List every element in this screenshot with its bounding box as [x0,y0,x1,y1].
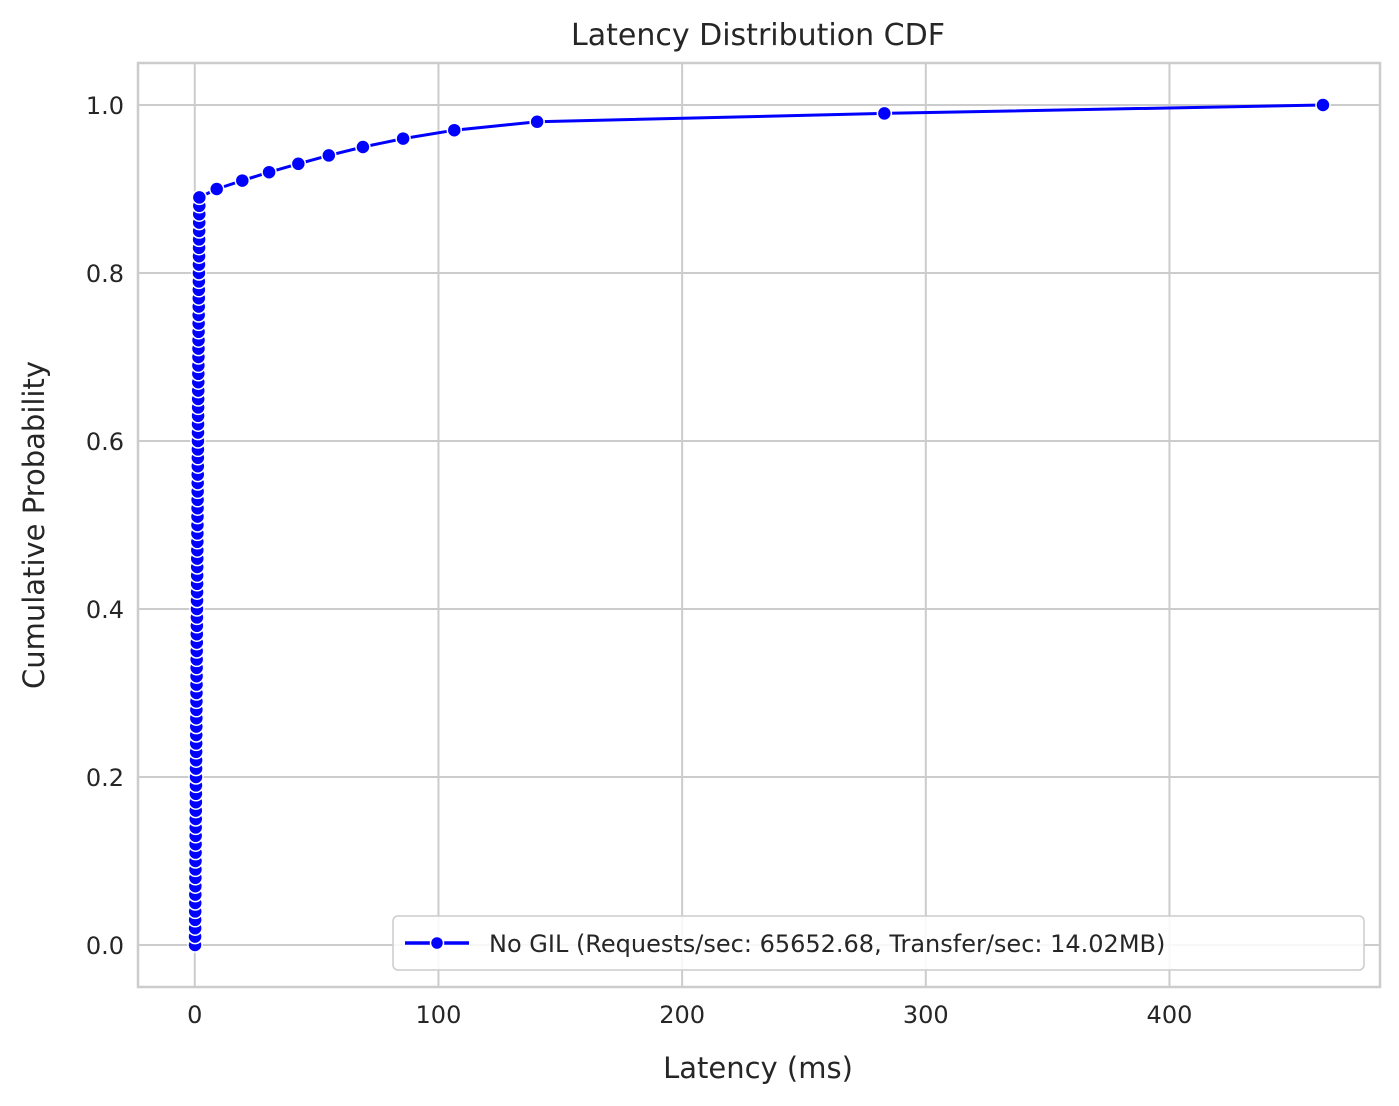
x-tick-label: 400 [1147,1001,1193,1029]
data-point [1315,97,1331,113]
data-point [290,156,307,172]
plot-area-frame [136,61,1382,989]
x-tick-label: 200 [659,1001,705,1029]
series-layer [187,97,1331,953]
data-point [208,181,225,197]
data-point [876,105,893,122]
legend: No GIL (Requests/sec: 65652.68, Transfer… [392,915,1365,971]
x-tick-label: 0 [187,1001,202,1029]
x-tick-label: 300 [903,1001,949,1029]
legend-label: No GIL (Requests/sec: 65652.68, Transfer… [489,930,1165,958]
data-point [529,114,545,130]
grid [138,63,1380,987]
y-tick-label: 0.4 [86,596,124,624]
legend-box [392,915,1365,971]
y-axis-label: Cumulative Probability [17,361,51,689]
y-tick-labels: 0.0 0.2 0.4 0.6 0.8 1.0 [86,92,124,960]
y-tick-label: 0.8 [86,260,124,288]
y-tick-label: 0.6 [86,428,124,456]
data-point [191,189,208,206]
x-tick-label: 100 [416,1001,462,1029]
x-tick-labels: 0 100 200 300 400 [187,1001,1192,1029]
data-point [321,147,337,164]
data-point [395,130,411,147]
data-point [261,164,277,180]
y-tick-label: 0.2 [86,764,124,792]
x-axis-label: Latency (ms) [663,1051,853,1085]
data-point [446,122,463,138]
y-tick-label: 1.0 [86,92,124,120]
data-point [355,139,371,155]
data-point [234,172,251,189]
chart-title: Latency Distribution CDF [571,18,945,53]
legend-marker-swatch [429,935,445,951]
y-tick-label: 0.0 [86,932,124,960]
